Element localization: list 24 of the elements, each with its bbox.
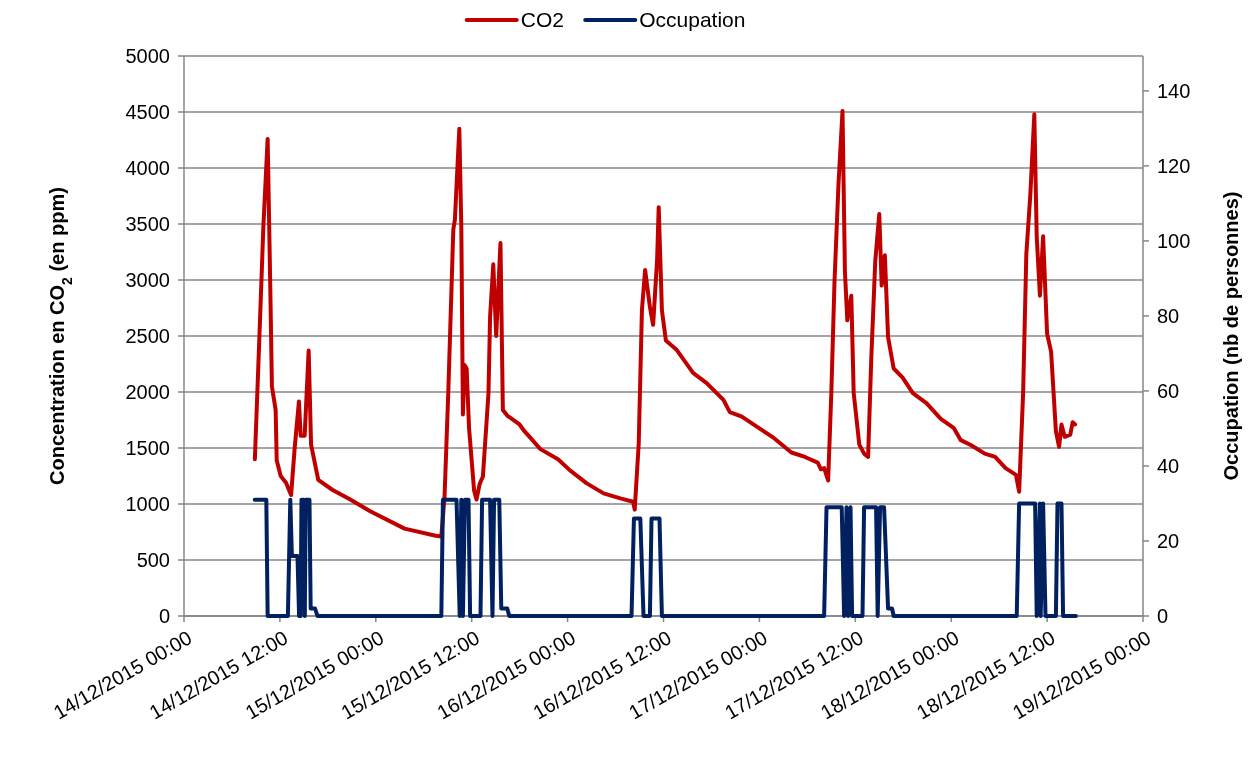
y-tick-label: 1000 (125, 493, 170, 515)
legend-label: Occupation (639, 8, 746, 31)
y2-tick-label: 0 (1157, 605, 1169, 627)
y2-tick-label: 60 (1157, 379, 1180, 402)
y-tick-label: 2500 (125, 325, 170, 347)
y-tick-label: 500 (136, 549, 170, 571)
y2-tick-label: 120 (1157, 154, 1191, 177)
y-tick-label: 0 (158, 605, 170, 627)
line-series (252, 108, 1078, 539)
y-tick-label: 5000 (125, 45, 170, 67)
y2-tick-label: 20 (1157, 529, 1180, 552)
y-tick-label: 1500 (125, 437, 170, 459)
y-tick-label: 4000 (125, 157, 170, 179)
legend-label: CO2 (520, 8, 564, 31)
y-tick-label: 4500 (125, 101, 170, 123)
y2-tick-label: 140 (1157, 79, 1191, 102)
line-series (252, 497, 1078, 618)
y2-tick-label: 100 (1157, 229, 1191, 252)
y2-axis-title: Occupation (nb de personnes) (1220, 191, 1242, 481)
y2-tick-label: 80 (1157, 304, 1180, 327)
y-tick-label: 3000 (125, 269, 170, 291)
y-tick-label: 2000 (125, 381, 170, 403)
y2-tick-label: 40 (1157, 454, 1180, 477)
y-tick-label: 3500 (125, 213, 170, 235)
